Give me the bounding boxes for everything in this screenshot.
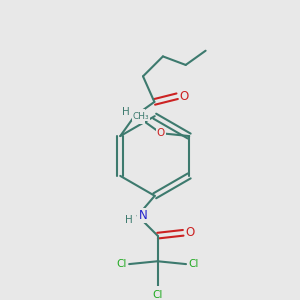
Text: Cl: Cl <box>152 290 163 300</box>
Text: CH₃: CH₃ <box>133 112 149 121</box>
Text: N: N <box>135 110 144 123</box>
Text: Cl: Cl <box>117 259 127 269</box>
Text: H: H <box>122 107 130 117</box>
Text: Cl: Cl <box>188 259 198 269</box>
Text: N: N <box>138 209 147 222</box>
Text: O: O <box>180 90 189 103</box>
Text: O: O <box>186 226 195 239</box>
Text: H: H <box>125 215 133 225</box>
Text: O: O <box>157 128 165 138</box>
